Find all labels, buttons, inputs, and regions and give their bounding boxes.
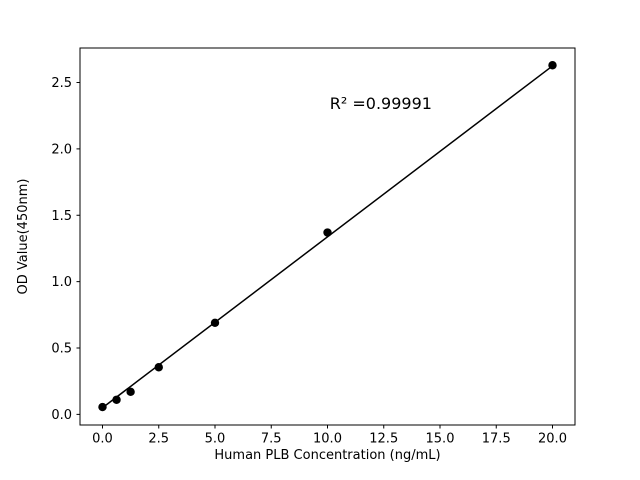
x-axis-label: Human PLB Concentration (ng/mL) (214, 448, 440, 463)
data-point (210, 318, 220, 327)
x-tick-label: 7.5 (261, 432, 282, 447)
y-axis-label: OD Value(450nm) (16, 179, 31, 295)
data-point (323, 228, 332, 237)
plot-frame (79, 47, 576, 426)
y-tick-label: 0.0 (51, 408, 72, 423)
y-tick-label: 2.0 (51, 142, 72, 157)
x-tick-label: 0.0 (92, 432, 113, 447)
data-point (126, 387, 135, 397)
y-tick-label: 2.5 (51, 76, 72, 91)
data-point (548, 61, 557, 70)
x-tick-label: 12.5 (369, 432, 398, 447)
y-tick-label: 1.0 (51, 275, 72, 290)
x-tick-label: 10.0 (313, 432, 342, 447)
y-tick-label: 0.5 (51, 342, 72, 357)
r-squared-annotation: R² =0.99991 (330, 94, 432, 113)
axis-ticks: 0.0 2.5 5.0 7.5 10.0 12.5 15.0 17.5 20.0 0.0 0.5 1.… (51, 76, 567, 446)
x-tick-label: 17.5 (482, 432, 511, 447)
data-point (98, 402, 107, 412)
data-point (112, 395, 121, 404)
chart-series (98, 61, 557, 412)
x-tick-label: 5.0 (205, 432, 226, 447)
x-tick-label: 20.0 (538, 432, 567, 447)
fit-line (102, 65, 553, 409)
y-tick-label: 1.5 (51, 209, 72, 224)
data-point (154, 363, 163, 372)
x-tick-label: 15.0 (426, 432, 455, 447)
x-tick-label: 2.5 (148, 432, 169, 447)
